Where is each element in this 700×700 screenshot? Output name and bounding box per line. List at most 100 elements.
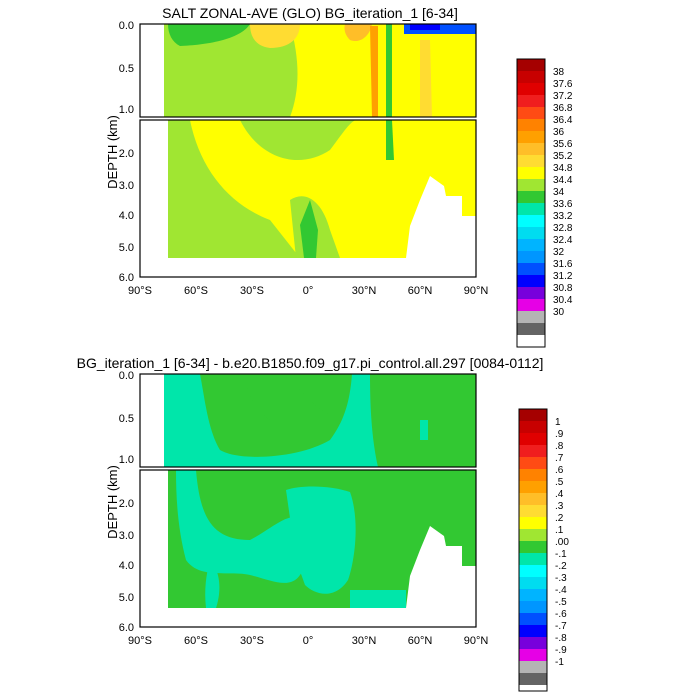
cb2-label-0: 1 xyxy=(555,417,561,428)
cb2-swatch-10 xyxy=(519,529,547,541)
panel2-colorbar: 1 .9 .8 .7 .6 .5 .4 .3 .2 .1 .00 -.1 -.2… xyxy=(518,408,569,692)
panel2-lower-frame xyxy=(139,469,477,628)
cb1-swatch-21 xyxy=(517,311,545,323)
cb1-label-18: 30.8 xyxy=(553,283,573,294)
cb2-swatch-15 xyxy=(519,589,547,601)
cb1-label-11: 33.6 xyxy=(553,199,573,210)
cb2-label-12: -.2 xyxy=(555,561,567,572)
cb1-label-13: 32.8 xyxy=(553,223,573,234)
cb2-label-7: .3 xyxy=(555,501,564,512)
cb2-label-16: -.6 xyxy=(555,609,567,620)
p2-xtick-30N: 30°N xyxy=(352,635,377,647)
p1-xtick-0: 0° xyxy=(303,285,314,297)
panel2-upper-frame xyxy=(139,373,477,468)
cb2-frame xyxy=(518,408,548,692)
salt-36-column xyxy=(370,26,378,117)
cb1-swatch-12 xyxy=(517,203,545,215)
p1-ytick-4.0: 4.0 xyxy=(119,210,134,222)
diff-neg-.1-deep-equator xyxy=(286,486,356,594)
salt-34-deep-equator xyxy=(300,200,318,258)
cb2-swatch-18 xyxy=(519,625,547,637)
cb2-swatch-22 xyxy=(519,673,547,685)
cb2-label-2: .8 xyxy=(555,441,564,452)
salt-34-column-deep xyxy=(386,120,394,160)
salt-35.2-region xyxy=(250,24,300,48)
cb2-label-11: -.1 xyxy=(555,549,567,560)
cb2-swatch-0 xyxy=(519,409,547,421)
cb2-label-10: .00 xyxy=(555,537,569,548)
cb1-swatch-2 xyxy=(517,83,545,95)
cb1-swatch-16 xyxy=(517,251,545,263)
cb2-swatch-2 xyxy=(519,433,547,445)
panel1-lower-frame xyxy=(139,119,477,278)
cb1-label-8: 34.8 xyxy=(553,163,573,174)
cb1-label-20: 30 xyxy=(553,307,565,318)
cb1-swatch-23 xyxy=(517,335,545,347)
cb2-swatch-3 xyxy=(519,445,547,457)
salt-34.4-intermediate xyxy=(240,120,356,160)
cb1-swatch-17 xyxy=(517,263,545,275)
cb1-swatch-0 xyxy=(517,59,545,71)
panel1-title: SALT ZONAL-AVE (GLO) BG_iteration_1 [6-3… xyxy=(162,5,458,21)
cb1-label-6: 35.6 xyxy=(553,139,573,150)
cb2-swatch-8 xyxy=(519,505,547,517)
cb2-swatch-17 xyxy=(519,613,547,625)
p1-xtick-90S: 90°S xyxy=(128,285,152,297)
diff-neg-.1-trench xyxy=(205,560,220,608)
cb2-label-20: -1 xyxy=(555,657,564,668)
cb1-swatch-9 xyxy=(517,167,545,179)
cb2-swatch-5 xyxy=(519,469,547,481)
cb1-label-10: 34 xyxy=(553,187,565,198)
cb1-label-16: 31.6 xyxy=(553,259,573,270)
salt-31.6-band xyxy=(410,24,440,30)
panel1-colorbar: 38 37.6 37.2 36.8 36.4 36 35.6 35.2 34.8… xyxy=(516,58,573,348)
cb1-label-17: 31.2 xyxy=(553,271,573,282)
cb2-label-8: .2 xyxy=(555,513,564,524)
cb1-frame xyxy=(516,58,546,348)
cb1-swatch-14 xyxy=(517,227,545,239)
salt-34-column xyxy=(386,24,392,117)
cb2-label-3: .7 xyxy=(555,453,564,464)
diff-neg-.1-bottom xyxy=(350,590,406,608)
cb1-label-7: 35.2 xyxy=(553,151,573,162)
p2-ylabel: DEPTH (km) xyxy=(105,465,120,539)
cb2-label-6: .4 xyxy=(555,489,564,500)
cb2-swatch-4 xyxy=(519,457,547,469)
diff-neg-.1-deep-south xyxy=(176,470,310,583)
cb1-swatch-7 xyxy=(517,143,545,155)
salt-34.8-region xyxy=(290,24,476,117)
p2-xtick-0: 0° xyxy=(303,635,314,647)
cb2-swatch-11 xyxy=(519,541,547,553)
p2-ytick-2.0: 2.0 xyxy=(119,498,134,510)
cb2-swatch-20 xyxy=(519,649,547,661)
p1-ytick-6.0: 6.0 xyxy=(119,272,134,284)
p2-xtick-60N: 60°N xyxy=(408,635,433,647)
salt-34.4-deep-south xyxy=(168,120,300,258)
cb1-label-12: 33.2 xyxy=(553,211,573,222)
panel1-lower-fill xyxy=(140,120,476,277)
cb1-label-9: 34.4 xyxy=(553,175,573,186)
cb2-swatch-1 xyxy=(519,421,547,433)
cb2-swatch-21 xyxy=(519,661,547,673)
p2-xtick-90N: 90°N xyxy=(464,635,489,647)
diff-pos-.1-north xyxy=(244,374,330,423)
cb1-swatch-8 xyxy=(517,155,545,167)
p2-xtick-90S: 90°S xyxy=(128,635,152,647)
cb2-swatch-6 xyxy=(519,481,547,493)
cb1-swatch-13 xyxy=(517,215,545,227)
p2-ytick-0.0: 0.0 xyxy=(119,370,134,382)
p1-ytick-5.0: 5.0 xyxy=(119,242,134,254)
cb1-label-2: 37.2 xyxy=(553,91,573,102)
panel2-title: BG_iteration_1 [6-34] - b.e20.B1850.f09_… xyxy=(77,355,544,371)
cb1-label-1: 37.6 xyxy=(553,79,573,90)
salt-35.6-region xyxy=(344,24,372,42)
p1-xtick-30N: 30°N xyxy=(352,285,377,297)
cb2-label-18: -.8 xyxy=(555,633,567,644)
cb1-swatch-19 xyxy=(517,287,545,299)
cb1-swatch-15 xyxy=(517,239,545,251)
cb1-label-19: 30.4 xyxy=(553,295,573,306)
diff-neg-.1-region xyxy=(164,374,378,467)
panel2-lower-fill xyxy=(140,470,476,627)
cb1-label-14: 32.4 xyxy=(553,235,573,246)
